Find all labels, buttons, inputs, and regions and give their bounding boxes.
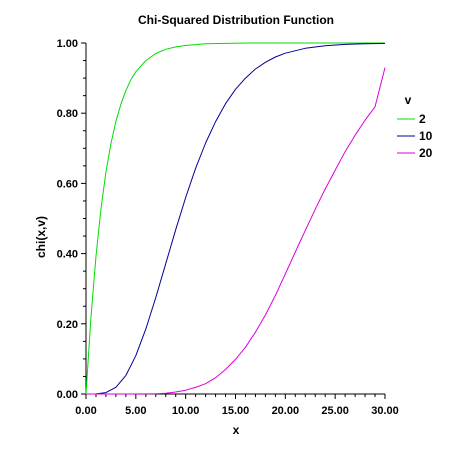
x-axis-label: x xyxy=(233,423,240,437)
legend-label-2: 2 xyxy=(419,112,426,126)
y-tick-label: 0.40 xyxy=(57,249,78,261)
x-tick-label: 10.00 xyxy=(172,405,200,417)
x-tick-label: 25.00 xyxy=(321,405,349,417)
y-tick-label: 0.60 xyxy=(57,178,78,190)
y-axis-ticks: 0.00 0.20 0.40 0.60 0.80 1.00 xyxy=(57,38,86,401)
legend-label-10: 10 xyxy=(419,129,433,143)
x-axis-ticks: 0.00 5.00 10.00 15.00 20.00 25.00 30.00 xyxy=(75,394,399,417)
chart-title: Chi-Squared Distribution Function xyxy=(138,13,334,27)
legend-items: 2 10 20 xyxy=(397,112,433,160)
axes xyxy=(85,43,385,395)
x-tick-label: 15.00 xyxy=(222,405,250,417)
legend-label-20: 20 xyxy=(419,146,433,160)
x-tick-label: 5.00 xyxy=(125,405,146,417)
y-axis-label: chi(x,v) xyxy=(34,216,48,258)
legend: v 2 10 20 xyxy=(397,93,433,160)
y-tick-label: 0.20 xyxy=(57,319,78,331)
x-tick-label: 20.00 xyxy=(272,405,300,417)
series-line-2 xyxy=(85,42,385,395)
series-line-20 xyxy=(86,67,386,395)
legend-title: v xyxy=(405,93,412,107)
y-tick-label: 0.80 xyxy=(57,108,78,120)
series-line-10 xyxy=(85,42,386,395)
x-tick-label: 0.00 xyxy=(75,405,96,417)
y-tick-label: 0.00 xyxy=(57,389,78,401)
x-tick-label: 30.00 xyxy=(371,405,399,417)
series-lines xyxy=(85,42,386,395)
y-tick-label: 1.00 xyxy=(57,38,78,50)
